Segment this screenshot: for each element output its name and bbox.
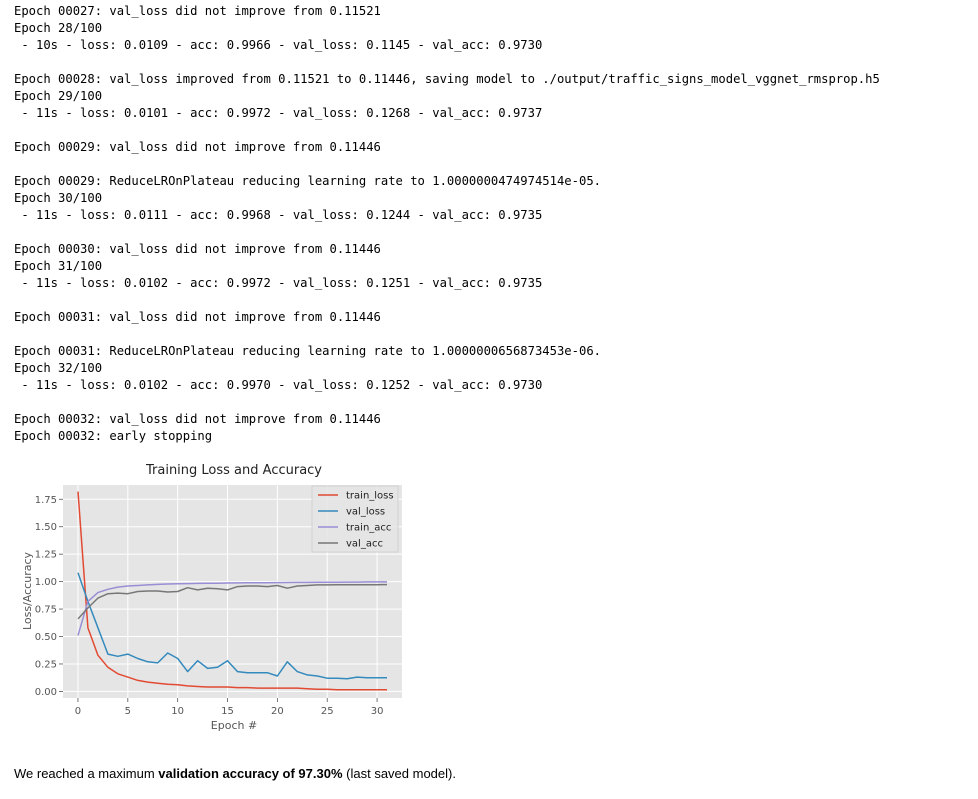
x-tick-label: 30 (371, 706, 384, 717)
x-tick-label: 5 (125, 706, 131, 717)
training-chart: 0 5 10 15 20 25 30 0.00 0.25 0.50 0.75 1.00 1.25 1.50… (0, 455, 420, 755)
y-tick-label: 0.50 (35, 632, 57, 643)
console-line (14, 156, 880, 173)
x-tick-label: 20 (271, 706, 284, 717)
x-axis-label: Epoch # (211, 719, 257, 732)
summary-bold: validation accuracy of 97.30% (158, 766, 343, 781)
series-line-val-acc (77, 583, 388, 620)
console-line: Epoch 00032: val_loss did not improve fr… (14, 412, 381, 426)
console-line: - 10s - loss: 0.0109 - acc: 0.9966 - val… (14, 38, 543, 52)
series-line-train-loss (77, 491, 387, 691)
chart-svg: 0 5 10 15 20 25 30 0.00 0.25 0.50 0.75 1.00 1.25 1.50… (21, 463, 402, 732)
y-tick-label: 0.75 (35, 605, 57, 616)
console-line: Epoch 32/100 (14, 361, 103, 375)
console-line (14, 326, 880, 343)
axis-ticks: 0 5 10 15 20 25 30 0.00 0.25 0.50 0.75 1.00 1.25 1.50… (35, 495, 384, 717)
summary-suffix: (last saved model). (342, 766, 456, 781)
console-line (14, 122, 880, 139)
console-line: - 11s - loss: 0.0102 - acc: 0.9970 - val… (14, 378, 543, 392)
summary-text: We reached a maximum validation accuracy… (14, 766, 456, 781)
x-tick-label: 25 (321, 706, 334, 717)
console-line: Epoch 00028: val_loss improved from 0.11… (14, 72, 880, 86)
console-output: Epoch 00027: val_loss did not improve fr… (14, 3, 880, 445)
console-line: Epoch 00031: val_loss did not improve fr… (14, 310, 381, 324)
x-tick-label: 10 (171, 706, 184, 717)
y-tick-label: 0.00 (35, 687, 57, 698)
series-lines (77, 491, 388, 691)
chart-title: Training Loss and Accuracy (145, 463, 322, 478)
console-line: Epoch 00029: ReduceLROnPlateau reducing … (14, 174, 601, 188)
console-line: Epoch 31/100 (14, 259, 103, 273)
legend-box (311, 485, 399, 553)
y-tick-label: 1.75 (35, 495, 57, 506)
console-line: Epoch 00029: val_loss did not improve fr… (14, 140, 381, 154)
console-line: - 11s - loss: 0.0111 - acc: 0.9968 - val… (14, 208, 543, 222)
legend-label-val-acc: val_acc (346, 539, 383, 550)
legend-label-val-loss: val_loss (346, 507, 385, 518)
legend-label-train-acc: train_acc (346, 523, 391, 534)
console-line: Epoch 00031: ReduceLROnPlateau reducing … (14, 344, 601, 358)
console-line (14, 292, 880, 309)
console-line (14, 224, 880, 241)
legend: train_loss val_loss train_acc val_acc (311, 485, 399, 553)
console-line: - 11s - loss: 0.0102 - acc: 0.9972 - val… (14, 276, 543, 290)
grid (63, 485, 402, 698)
y-axis-label: Loss/Accuracy (21, 551, 34, 630)
x-tick-label: 0 (75, 706, 81, 717)
series-line-train-acc (77, 581, 387, 636)
console-line: Epoch 29/100 (14, 89, 103, 103)
console-line: Epoch 00027: val_loss did not improve fr… (14, 4, 381, 18)
console-line: Epoch 00032: early stopping (14, 429, 213, 443)
x-tick-label: 15 (221, 706, 234, 717)
legend-label-train-loss: train_loss (346, 491, 394, 502)
console-line (14, 54, 880, 71)
console-line: Epoch 00030: val_loss did not improve fr… (14, 242, 381, 256)
series-line-val-loss (77, 572, 387, 680)
y-tick-label: 1.00 (35, 577, 57, 588)
console-line (14, 394, 880, 411)
y-tick-label: 0.25 (35, 659, 57, 670)
console-line: Epoch 30/100 (14, 191, 103, 205)
y-tick-label: 1.25 (35, 550, 57, 561)
console-line: - 11s - loss: 0.0101 - acc: 0.9972 - val… (14, 106, 543, 120)
console-line: Epoch 28/100 (14, 21, 103, 35)
y-tick-label: 1.50 (35, 522, 57, 533)
summary-prefix: We reached a maximum (14, 766, 159, 781)
